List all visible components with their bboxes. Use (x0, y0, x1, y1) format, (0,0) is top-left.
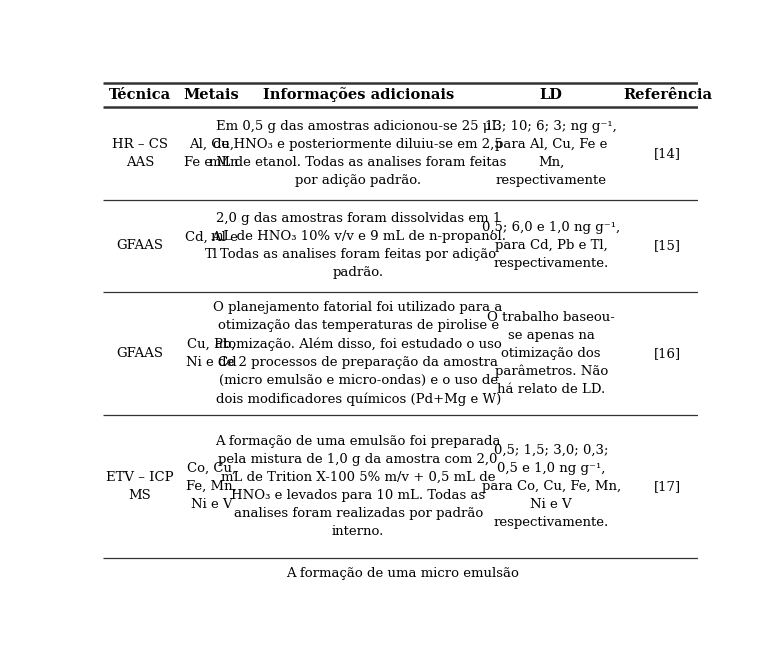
Text: Referência: Referência (623, 88, 712, 102)
Text: 13; 10; 6; 3; ng g⁻¹,
para Al, Cu, Fe e
Mn,
respectivamente: 13; 10; 6; 3; ng g⁻¹, para Al, Cu, Fe e … (485, 120, 617, 187)
Text: A formação de uma emulsão foi preparada
pela mistura de 1,0 g da amostra com 2,0: A formação de uma emulsão foi preparada … (216, 435, 501, 538)
Text: GFAAS: GFAAS (116, 239, 164, 253)
Text: 2,0 g das amostras foram dissolvidas em 1
mL de HNO₃ 10% v/v e 9 mL de n-propano: 2,0 g das amostras foram dissolvidas em … (210, 213, 506, 279)
Text: [14]: [14] (654, 147, 681, 160)
Text: Em 0,5 g das amostras adicionou-se 25 μL
de HNO₃ e posteriormente diluiu-se em 2: Em 0,5 g das amostras adicionou-se 25 μL… (210, 120, 507, 187)
Text: A formação de uma micro emulsão: A formação de uma micro emulsão (286, 567, 519, 580)
Text: Informações adicionais: Informações adicionais (262, 87, 454, 102)
Text: 0,5; 1,5; 3,0; 0,3;
0,5 e 1,0 ng g⁻¹,
para Co, Cu, Fe, Mn,
Ni e V
respectivament: 0,5; 1,5; 3,0; 0,3; 0,5 e 1,0 ng g⁻¹, pa… (482, 444, 621, 529)
Text: O trabalho baseou-
se apenas na
otimização dos
parâmetros. Não
há relato de LD.: O trabalho baseou- se apenas na otimizaç… (487, 311, 615, 396)
Text: HR – CS
AAS: HR – CS AAS (112, 138, 168, 169)
Text: LD: LD (540, 88, 563, 102)
Text: [16]: [16] (654, 347, 681, 360)
Text: 0,5; 6,0 e 1,0 ng g⁻¹,
para Cd, Pb e Tl,
respectivamente.: 0,5; 6,0 e 1,0 ng g⁻¹, para Cd, Pb e Tl,… (482, 221, 620, 270)
Text: [17]: [17] (654, 480, 681, 493)
Text: Co, Cu,
Fe, Mn,
Ni e V: Co, Cu, Fe, Mn, Ni e V (186, 462, 237, 511)
Text: [15]: [15] (654, 239, 681, 253)
Text: GFAAS: GFAAS (116, 347, 164, 360)
Text: O planejamento fatorial foi utilizado para a
otimização das temperaturas de piro: O planejamento fatorial foi utilizado pa… (213, 301, 503, 406)
Text: Al, Cu,
Fe e Mn: Al, Cu, Fe e Mn (185, 138, 239, 169)
Text: Cu, Pb,
Ni e Cd: Cu, Pb, Ni e Cd (186, 338, 237, 369)
Text: ETV – ICP
MS: ETV – ICP MS (106, 471, 174, 502)
Text: Técnica: Técnica (109, 88, 171, 102)
Text: Metais: Metais (184, 88, 240, 102)
Text: Cd, Al e
Tl: Cd, Al e Tl (185, 230, 238, 261)
